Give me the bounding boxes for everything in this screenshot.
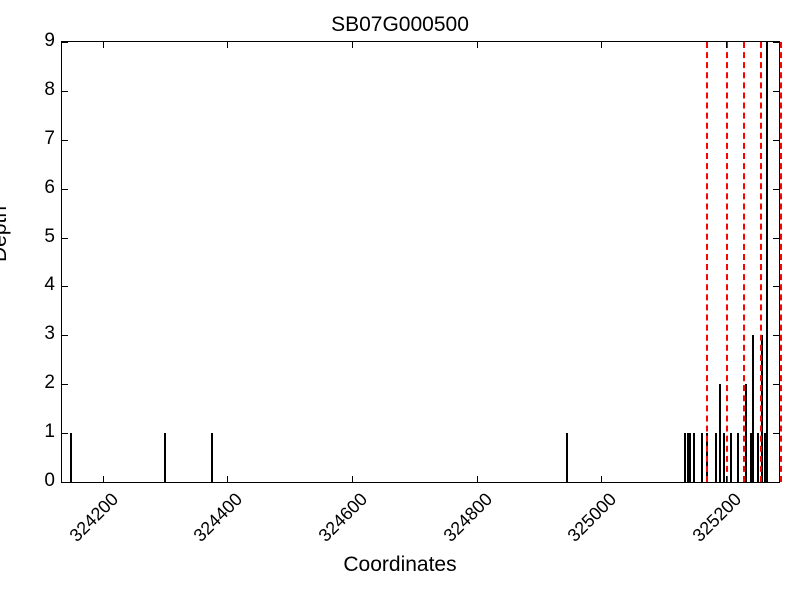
depth-bar: [686, 433, 689, 482]
y-tick-mark: [773, 384, 779, 386]
depth-bar: [692, 433, 695, 482]
y-tick-label: 7: [44, 127, 55, 149]
depth-bar: [766, 42, 769, 482]
y-tick-mark: [62, 188, 68, 190]
depth-bar: [749, 433, 752, 482]
depth-bar: [715, 433, 718, 482]
x-axis-title: Coordinates: [343, 553, 457, 576]
y-tick-label: 5: [44, 225, 55, 247]
y-tick-mark: [773, 237, 779, 239]
y-tick-mark: [773, 139, 779, 141]
y-tick-mark: [62, 90, 68, 92]
y-tick-label: 0: [44, 470, 55, 491]
depth-bar: [757, 433, 760, 482]
plot-area: [61, 41, 783, 483]
x-tick-mark: [227, 42, 229, 48]
y-tick-mark: [62, 433, 68, 435]
marker-line: [780, 42, 783, 482]
x-tick-mark: [476, 476, 478, 482]
y-tick-mark: [62, 482, 68, 483]
depth-bar: [210, 433, 213, 482]
y-tick-mark: [62, 42, 68, 43]
y-tick-mark: [62, 286, 68, 288]
y-tick-mark: [773, 335, 779, 337]
y-tick-label: 4: [44, 274, 55, 296]
x-tick-mark: [601, 476, 603, 482]
depth-bar: [689, 433, 692, 482]
y-tick-label: 2: [44, 372, 55, 394]
depth-bar: [722, 433, 725, 482]
y-tick-mark: [773, 482, 779, 483]
depth-bar: [163, 433, 166, 482]
x-tick-mark: [726, 476, 727, 482]
x-tick-mark: [601, 42, 603, 48]
y-tick-mark: [773, 42, 779, 43]
y-tick-mark: [773, 286, 779, 288]
y-tick-label: 9: [44, 30, 55, 51]
x-tick-mark: [227, 476, 229, 482]
depth-bar: [718, 384, 721, 482]
depth-bar: [701, 433, 704, 482]
x-tick-mark: [726, 42, 727, 48]
depth-bar: [684, 433, 687, 482]
depth-bar: [737, 433, 740, 482]
y-tick-mark: [62, 384, 68, 386]
y-tick-mark: [773, 90, 779, 92]
x-tick-mark: [351, 42, 353, 48]
depth-bar: [761, 335, 764, 482]
x-tick-mark: [102, 42, 104, 48]
y-tick-label: 1: [44, 421, 55, 443]
y-tick-mark: [62, 139, 68, 141]
depth-bar: [70, 433, 73, 482]
marker-line: [759, 42, 762, 482]
depth-bar: [729, 433, 732, 482]
y-tick-mark: [62, 335, 68, 337]
y-tick-label: 3: [44, 323, 55, 345]
x-tick-mark: [476, 42, 478, 48]
x-tick-mark: [351, 476, 353, 482]
x-tick-label: 324200: [65, 489, 122, 546]
y-tick-mark: [773, 188, 779, 190]
y-tick-mark: [773, 433, 779, 435]
depth-bar: [763, 433, 766, 482]
marker-line: [726, 42, 729, 482]
depth-bar: [744, 384, 747, 482]
chart-title: SB07G000500: [331, 13, 469, 36]
marker-line: [743, 42, 746, 482]
depth-bar: [752, 335, 755, 482]
x-tick-mark: [102, 476, 104, 482]
depth-bar: [566, 433, 569, 482]
plot-inner: [62, 42, 783, 483]
y-tick-mark: [62, 237, 68, 239]
y-tick-label: 8: [44, 78, 55, 100]
marker-line: [706, 42, 709, 482]
y-tick-label: 6: [44, 176, 55, 198]
